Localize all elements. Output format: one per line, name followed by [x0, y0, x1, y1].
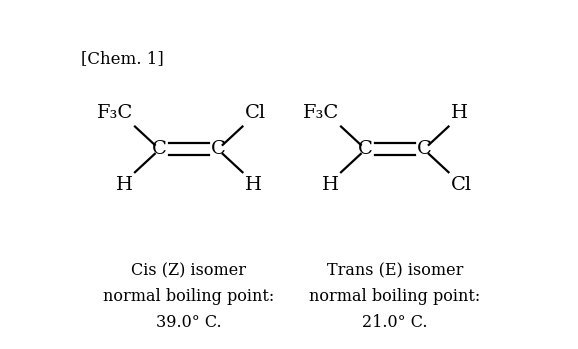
Text: F₃C: F₃C — [302, 104, 339, 122]
Text: Cl: Cl — [451, 176, 472, 194]
Text: H: H — [116, 176, 133, 194]
Text: H: H — [322, 176, 339, 194]
Text: Cl: Cl — [244, 104, 266, 122]
Text: F₃C: F₃C — [97, 104, 133, 122]
Text: C: C — [417, 140, 431, 158]
Text: Cis (Z) isomer
normal boiling point:
39.0° C.: Cis (Z) isomer normal boiling point: 39.… — [103, 262, 275, 332]
Text: C: C — [358, 140, 373, 158]
Text: H: H — [451, 104, 468, 122]
Text: C: C — [152, 140, 167, 158]
Text: [Chem. 1]: [Chem. 1] — [81, 50, 164, 67]
Text: H: H — [244, 176, 262, 194]
Text: C: C — [210, 140, 225, 158]
Text: Trans (E) isomer
normal boiling point:
21.0° C.: Trans (E) isomer normal boiling point: 2… — [309, 262, 480, 332]
